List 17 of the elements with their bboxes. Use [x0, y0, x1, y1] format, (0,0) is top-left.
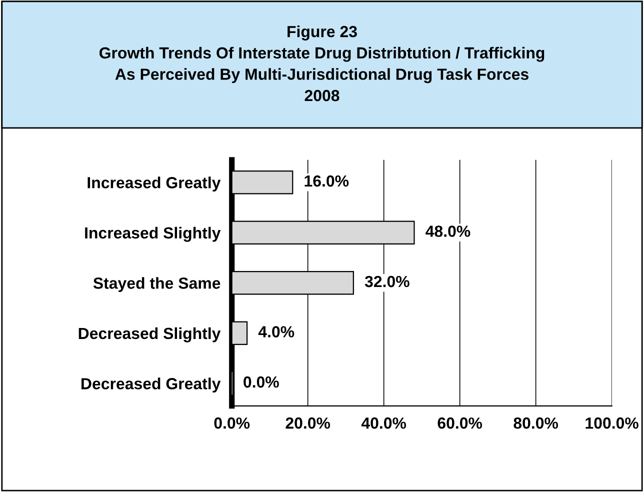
data-label: 4.0%: [258, 326, 294, 338]
x-tick-label: 100.0%: [586, 417, 638, 429]
x-tick-label: 40.0%: [361, 417, 406, 429]
y-tick-label: Increased Greatly: [88, 176, 221, 192]
y-tick-label: Stayed the Same: [93, 277, 220, 292]
data-label: 0.0%: [244, 376, 279, 388]
y-tick-label: Decreased Slightly: [78, 327, 221, 342]
x-tick-label: 20.0%: [286, 417, 330, 429]
data-label: 48.0%: [426, 226, 470, 237]
data-label: 32.0%: [364, 276, 410, 288]
y-tick-label: Decreased Greatly: [82, 378, 221, 393]
x-tick-label: 0.0%: [214, 417, 250, 429]
y-tick-label: Increased Slightly: [85, 226, 221, 242]
chart-title: Figure 23 Growth Trends Of Interstate Drug Distribtution / Trafficking As Perceived By Multi-Jurisdictional Drug Task Forces 2008: [99, 26, 544, 102]
data-label: 16.0%: [304, 175, 349, 187]
x-tick-label: 80.0%: [514, 417, 558, 429]
x-tick-label: 60.0%: [438, 417, 482, 429]
